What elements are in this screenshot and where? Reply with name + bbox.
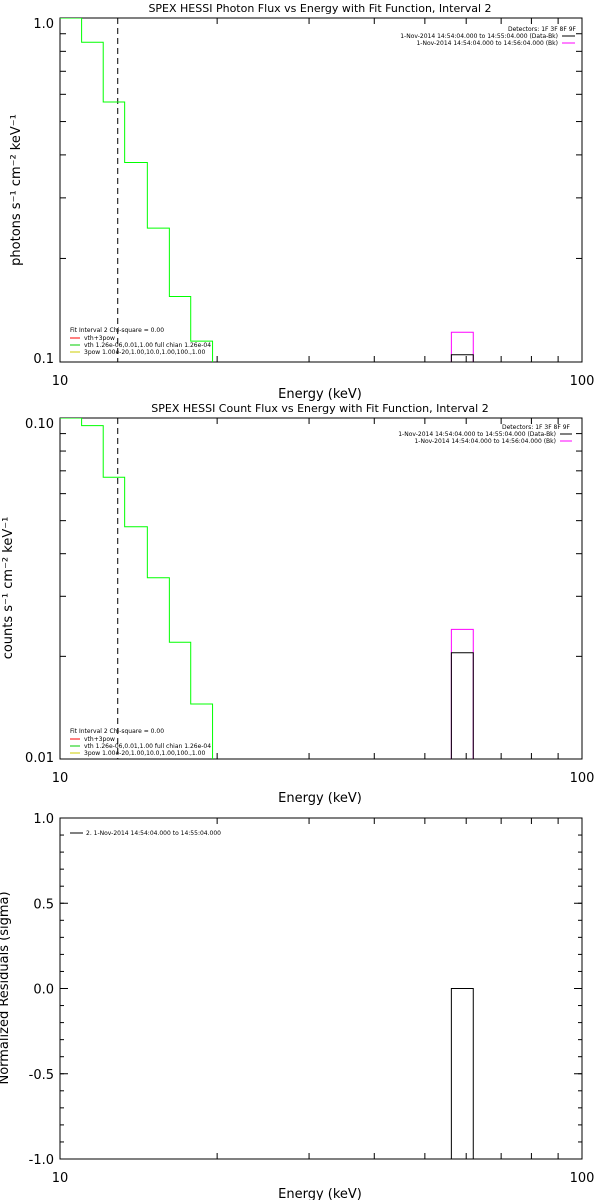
- series-000000: [450, 652, 474, 759]
- panel-1-minor-ticks: [60, 18, 582, 362]
- y-tick-label: 0.5: [33, 897, 54, 912]
- panel-1-xtick-10: 10: [52, 374, 69, 389]
- panel-2-legend-detectors: Detectors: 1F 3F 8F 9F: [502, 424, 571, 431]
- panel-1-legend-data-bk: 1-Nov-2014 14:54:04.000 to 14:55:04.000 …: [400, 33, 558, 40]
- series-00ff00: [60, 18, 214, 362]
- panel-2-fit-header: Fit Interval 2 Chi-square = 0.00: [70, 728, 164, 735]
- residuals-panel: -1.0 -0.5 0.0 0.5 1.0 10 100 Energy (keV) No…: [0, 812, 594, 1200]
- panel-1-title: SPEX HESSI Photon Flux vs Energy with Fi…: [148, 2, 491, 15]
- panel-3-xtick-100: 100: [570, 1171, 595, 1186]
- panel-2-xtick-10: 10: [52, 771, 69, 786]
- panel-2-ytick-bottom: 0.01: [25, 751, 54, 766]
- panel-1-ytick-top: 1.0: [33, 17, 54, 32]
- panel-1-fit-3pow: 3pow 1.00e-20,1.00,10.0,1.00,100.,1.00: [84, 349, 205, 356]
- panel-1-xlabel: Energy (keV): [278, 387, 362, 402]
- panel-3-xtick-10: 10: [52, 1171, 69, 1186]
- panel-1-xtick-100: 100: [570, 374, 595, 389]
- panel-2-fit-model: vth+3pow: [84, 736, 115, 743]
- panel-2-xlabel: Energy (keV): [278, 791, 362, 806]
- panel-3-xlabel: Energy (keV): [278, 1187, 362, 1200]
- panel-2-minor-ticks: [60, 418, 582, 759]
- panel-2-plot-area: [60, 418, 474, 759]
- panel-1-fit-header: Fit Interval 2 Chi-square = 0.00: [70, 327, 164, 334]
- panel-1-fit-vth: vth 1.26e-06,0.01,1.00 full chian 1.26e-…: [84, 342, 211, 349]
- series-group: [450, 988, 474, 1159]
- panel-2-frame: [59, 417, 583, 760]
- panel-1-ylabel: photons s⁻¹ cm⁻² keV⁻¹: [9, 114, 24, 266]
- y-tick-label: 0.0: [33, 983, 54, 998]
- panel-1-legend-bottom-left: Fit Interval 2 Chi-square = 0.00 vth+3po…: [70, 327, 211, 356]
- panel-1-fit-model: vth+3pow: [84, 335, 115, 342]
- panel-3-legend-text: 2. 1-Nov-2014 14:54:04.000 to 14:55:04.0…: [86, 830, 221, 837]
- y-tick-label: 1.0: [33, 812, 54, 827]
- panel-1-legend-top-right: Detectors: 1F 3F 8F 9F 1-Nov-2014 14:54:…: [400, 26, 576, 47]
- y-tick-label: -1.0: [29, 1153, 54, 1168]
- panel-3-legend: 2. 1-Nov-2014 14:54:04.000 to 14:55:04.0…: [70, 830, 221, 837]
- panel-3-ticks: -1.0 -0.5 0.0 0.5 1.0: [29, 812, 582, 1168]
- panel-2-ylabel: counts s⁻¹ cm⁻² keV⁻¹: [1, 517, 16, 660]
- series-ff00ff: [450, 331, 474, 362]
- series-group: [60, 18, 474, 362]
- panel-2-fit-3pow: 3pow 1.00e-20,1.00,10.0,1.00,100.,1.00: [84, 750, 205, 757]
- panel-2-ytick-top: 0.10: [25, 417, 54, 432]
- photon-flux-panel: SPEX HESSI Photon Flux vs Energy with Fi…: [9, 2, 594, 402]
- panel-1-ytick-bottom: 0.1: [33, 352, 54, 367]
- series-000000: [450, 354, 474, 362]
- panel-3-ylabel: Normalized Residuals (sigma): [0, 891, 12, 1084]
- series-000000: [450, 988, 474, 1159]
- y-tick-label: -0.5: [29, 1068, 54, 1083]
- count-flux-panel: SPEX HESSI Count Flux vs Energy with Fit…: [1, 402, 594, 806]
- panel-3-frame: [59, 817, 583, 1160]
- panel-1-legend-bk: 1-Nov-2014 14:54:04.000 to 14:56:04.000 …: [416, 40, 558, 47]
- panel-2-legend-bk: 1-Nov-2014 14:54:04.000 to 14:56:04.000 …: [414, 438, 556, 445]
- panel-2-title: SPEX HESSI Count Flux vs Energy with Fit…: [151, 402, 488, 415]
- series-00ff00: [60, 418, 214, 759]
- panel-1-frame: [59, 17, 583, 363]
- panel-1-plot-area: [60, 18, 474, 362]
- panel-1-legend-detectors: Detectors: 1F 3F 8F 9F: [508, 26, 577, 33]
- series-group: [60, 418, 474, 759]
- panel-2-legend-top-right: Detectors: 1F 3F 8F 9F 1-Nov-2014 14:54:…: [398, 424, 572, 445]
- panel-2-legend-bottom-left: Fit Interval 2 Chi-square = 0.00 vth+3po…: [70, 728, 211, 757]
- panel-2-fit-vth: vth 1.26e-06,0.01,1.00 full chian 1.26e-…: [84, 743, 211, 750]
- series-ff00ff: [450, 628, 474, 759]
- panel-3-plot-area: [450, 988, 474, 1159]
- panel-2-xtick-100: 100: [570, 771, 595, 786]
- panel-2-legend-data-bk: 1-Nov-2014 14:54:04.000 to 14:55:04.000 …: [398, 431, 556, 438]
